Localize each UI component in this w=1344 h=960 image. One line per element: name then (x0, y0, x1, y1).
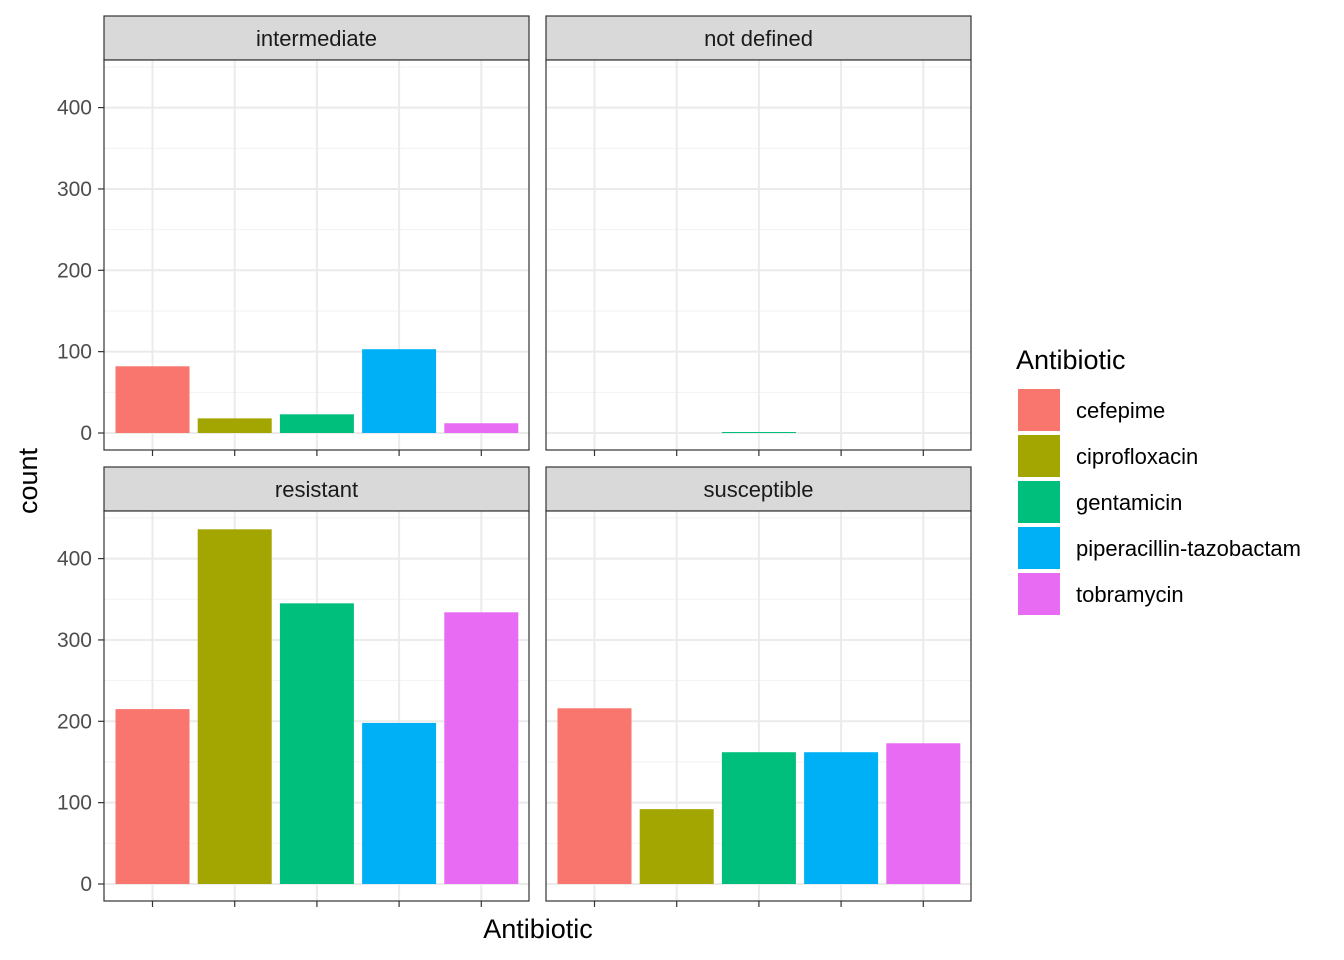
legend-key (1018, 527, 1060, 569)
facet-strip (103, 466, 530, 512)
bar (279, 414, 354, 433)
bar (721, 752, 796, 884)
bar (115, 709, 190, 884)
facet-strip-label: not defined (704, 26, 813, 51)
facet-panel: susceptible (545, 466, 972, 907)
facet-strip-label: intermediate (256, 26, 377, 51)
y-tick-label: 300 (57, 629, 92, 652)
legend-items: cefepime ciprofloxacin gentamicin piperacil… (1018, 389, 1301, 615)
legend-label: ciprofloxacin (1076, 444, 1198, 469)
bar (115, 366, 190, 433)
legend-key (1018, 435, 1060, 477)
y-tick-label: 0 (80, 422, 92, 445)
y-tick-label: 400 (57, 97, 92, 120)
facet-strip-label: resistant (275, 477, 358, 502)
y-tick-label: 0 (80, 873, 92, 896)
legend-key (1018, 389, 1060, 431)
bar (444, 612, 519, 884)
facet-strip (545, 466, 972, 512)
facet-panel: intermediate 0 100 200 300 400 (57, 15, 530, 456)
y-tick-label: 400 (57, 548, 92, 571)
bar (886, 743, 961, 884)
y-tick-label: 100 (57, 792, 92, 815)
bar (362, 722, 437, 884)
facet-panels: intermediate 0 100 200 300 400 not defined resi… (57, 15, 972, 907)
y-tick-label: 200 (57, 259, 92, 282)
legend-key (1018, 481, 1060, 523)
bar (279, 603, 354, 884)
legend-label: tobramycin (1076, 582, 1184, 607)
bar (639, 809, 714, 884)
bar (197, 418, 272, 433)
legend-label: piperacillin-tazobactam (1076, 536, 1301, 561)
legend-key (1018, 573, 1060, 615)
y-axis-title: count (13, 447, 43, 514)
legend-label: cefepime (1076, 398, 1165, 423)
legend: Antibiotic cefepime ciprofloxacin gentamic… (1016, 345, 1301, 615)
facet-strip (103, 15, 530, 61)
legend-title: Antibiotic (1016, 345, 1126, 375)
bar (197, 529, 272, 884)
bar (362, 349, 437, 433)
facet-panel: resistant 0 100 200 300 400 (57, 466, 530, 907)
bar (804, 752, 879, 884)
facet-panel: not defined (545, 15, 972, 456)
x-axis-title: Antibiotic (483, 914, 593, 944)
y-tick-label: 200 (57, 710, 92, 733)
bar (557, 708, 632, 884)
facet-strip-label: susceptible (703, 477, 813, 502)
bar (721, 432, 796, 433)
y-tick-label: 300 (57, 178, 92, 201)
y-tick-label: 100 (57, 341, 92, 364)
bar (444, 423, 519, 433)
legend-label: gentamicin (1076, 490, 1182, 515)
